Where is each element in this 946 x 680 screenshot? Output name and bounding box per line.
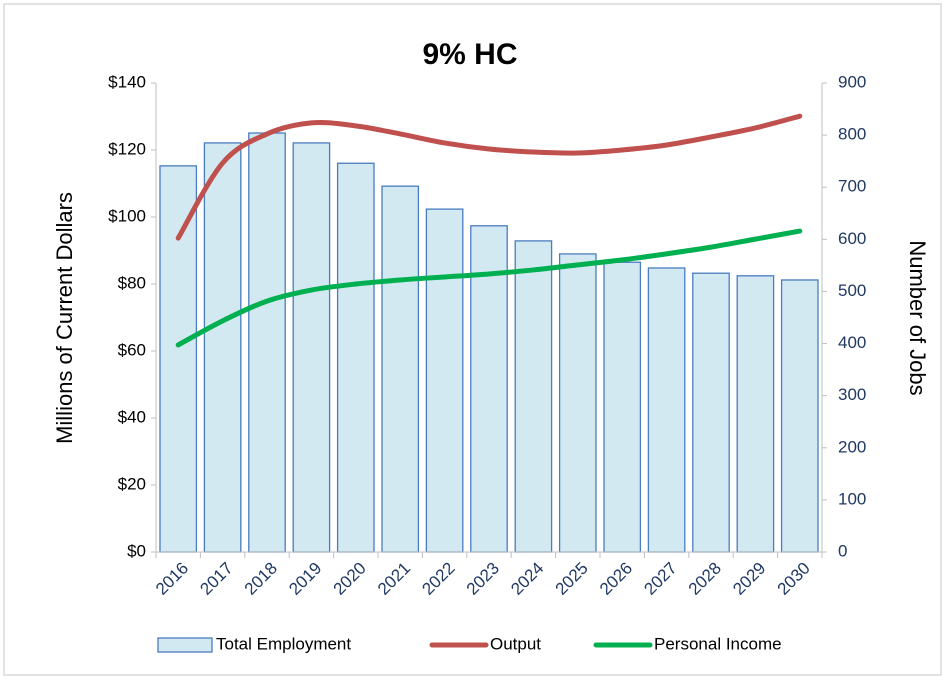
y2-tick-label: 0 (838, 541, 847, 560)
bar (470, 225, 508, 553)
y-tick-label: $0 (127, 541, 146, 560)
legend-label: Output (490, 634, 541, 653)
bar (736, 275, 775, 553)
legend-swatch (157, 637, 213, 653)
y2-tick-label: 200 (838, 437, 866, 456)
y2-tick-label: 100 (838, 489, 866, 508)
bar (603, 261, 642, 553)
bar (780, 279, 819, 553)
y-axis-label: Millions of Current Dollars (52, 192, 77, 444)
y2-tick-label: 300 (838, 385, 866, 404)
line (175, 113, 803, 241)
legend-label: Total Employment (216, 634, 351, 653)
line (175, 228, 803, 348)
y2-tick-label: 800 (838, 125, 866, 144)
y-tick-label: $80 (118, 273, 146, 292)
bar (692, 272, 730, 553)
y-tick-label: $120 (108, 139, 146, 158)
y-tick-label: $60 (118, 340, 146, 359)
y2-tick-label: 900 (838, 72, 866, 91)
legend-label: Personal Income (654, 634, 782, 653)
bar (381, 185, 420, 553)
bar (558, 253, 597, 553)
bar (425, 208, 464, 553)
bar (159, 165, 198, 553)
bar (292, 142, 331, 553)
bar (248, 132, 286, 553)
bar (514, 240, 553, 553)
y-tick-label: $40 (118, 407, 146, 426)
y-tick-label: $100 (108, 206, 146, 225)
y2-axis-label: Number of Jobs (905, 240, 930, 395)
chart-title: 9% HC (422, 38, 517, 71)
bar (336, 162, 375, 553)
y2-tick-label: 600 (838, 229, 866, 248)
y-tick-label: $20 (118, 474, 146, 493)
bar (203, 142, 242, 553)
y2-tick-label: 500 (838, 281, 866, 300)
y2-tick-label: 700 (838, 177, 866, 196)
y-tick-label: $140 (108, 72, 146, 91)
y2-tick-label: 400 (838, 333, 866, 352)
bar (647, 267, 686, 553)
